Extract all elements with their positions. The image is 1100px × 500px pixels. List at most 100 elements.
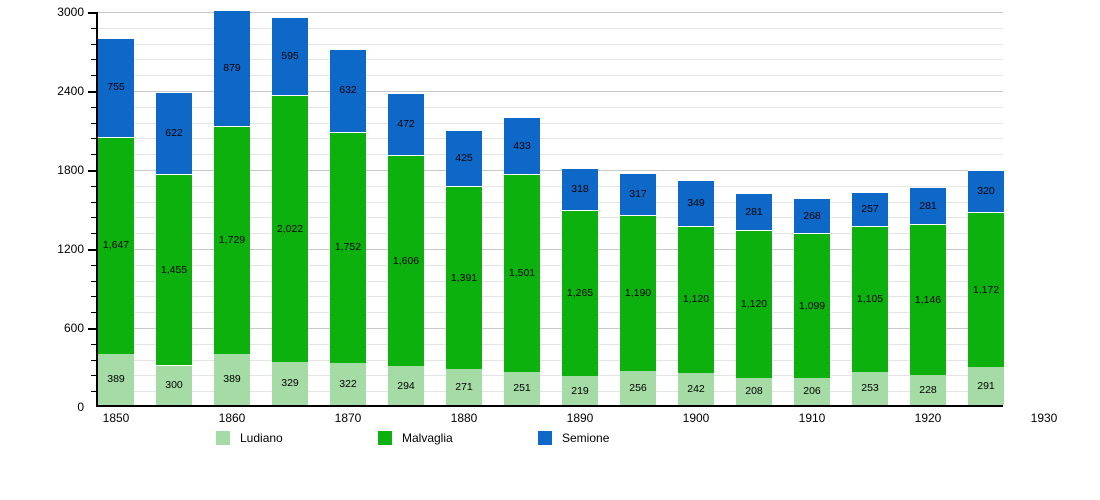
y-axis-tick	[91, 106, 96, 108]
bar-value-label: 1,391	[450, 271, 478, 284]
bar-segment-semione	[214, 10, 250, 127]
bar-segment-malvaglia	[562, 209, 598, 377]
x-axis-label: 1900	[682, 411, 710, 425]
gridline-minor	[98, 75, 1003, 77]
bar-value-label: 1,455	[160, 263, 188, 276]
bar-value-label: 281	[745, 205, 763, 218]
bar-segment-semione	[504, 117, 540, 175]
gridline-minor	[98, 122, 1003, 124]
bar-segment-semione	[678, 179, 714, 226]
bar-segment-ludiano	[910, 374, 946, 405]
gridline-minor	[98, 233, 1003, 235]
legend-item-ludiano: Ludiano	[216, 430, 283, 446]
y-axis-label: 0	[77, 400, 84, 414]
gridline-minor	[98, 59, 1003, 61]
gridline-minor	[98, 296, 1003, 298]
y-axis-tick	[91, 201, 96, 203]
bar-segment-malvaglia	[678, 225, 714, 374]
bar-value-label: 1,146	[914, 293, 942, 306]
bar-value-label: 879	[223, 62, 241, 75]
bar-group-1870: 389 1,729 879 1870	[214, 10, 361, 425]
y-axis-tick	[91, 375, 96, 377]
bar-segment-malvaglia	[794, 233, 830, 378]
bar-segment-malvaglia	[620, 214, 656, 372]
y-axis-label: 3000	[57, 5, 84, 19]
legend-item-semione: Semione	[538, 430, 609, 446]
x-axis-label: 1890	[566, 411, 594, 425]
bar-value-label: 256	[629, 382, 647, 395]
bar-value-label: 1,647	[102, 239, 130, 252]
y-axis-tick	[91, 217, 96, 219]
bar-value-label: 349	[687, 196, 705, 209]
bar-segment-malvaglia	[98, 136, 134, 354]
gridline-major	[98, 91, 1003, 92]
bar-value-label: 329	[281, 377, 299, 390]
bar-segment-ludiano	[388, 366, 424, 405]
bar-group-1880: 329 2,022 595 1880	[272, 10, 477, 425]
legend-item-malvaglia: Malvaglia	[378, 430, 453, 446]
y-axis-tick	[91, 296, 96, 298]
bar-segment-semione	[446, 130, 482, 187]
bar-value-label: 389	[223, 373, 241, 386]
bar-value-label: 291	[977, 379, 995, 392]
legend-swatch-ludiano	[216, 431, 230, 445]
bar-segment-semione	[620, 172, 656, 215]
bar-value-label: 322	[339, 377, 357, 390]
y-axis-label: 1800	[57, 163, 84, 177]
bar-value-label: 317	[629, 187, 647, 200]
gridline-minor	[98, 185, 1003, 187]
y-axis-tick	[88, 328, 96, 330]
bar-segment-ludiano	[620, 371, 656, 405]
y-axis-label: 600	[63, 321, 84, 335]
y-axis-tick	[91, 75, 96, 77]
x-axis-label: 1930	[1030, 411, 1058, 425]
x-axis-label: 1870	[334, 411, 362, 425]
gridline-minor	[98, 264, 1003, 266]
bar-segment-semione	[98, 37, 134, 137]
bar-value-label: 389	[107, 373, 125, 386]
bar-value-label: 268	[803, 209, 821, 222]
bar-value-label: 253	[861, 382, 879, 395]
bar-value-label: 300	[165, 379, 183, 392]
bar-value-label: 257	[861, 203, 879, 216]
y-axis-tick	[91, 343, 96, 345]
bar-group-1930: 219 1,265 318 1930	[562, 10, 1057, 425]
bar-segment-semione	[968, 170, 1004, 213]
gridline-major	[98, 328, 1003, 329]
bar-segment-ludiano	[562, 376, 598, 405]
bar-segment-semione	[794, 197, 830, 234]
bar-value-label: 595	[281, 50, 299, 63]
legend-label: Ludiano	[240, 431, 283, 445]
bar-value-label: 1,501	[508, 267, 536, 280]
bar-value-label: 1,606	[392, 254, 420, 267]
y-axis-tick	[91, 264, 96, 266]
bar-segment-semione	[388, 92, 424, 155]
bar-segment-ludiano	[98, 353, 134, 405]
bar-group-1850: 389 1,647 755 1850	[98, 10, 134, 425]
x-axis-label: 1880	[450, 411, 478, 425]
bar-segment-semione	[910, 187, 946, 225]
bar-value-label: 1,729	[218, 233, 246, 246]
legend: Ludiano Malvaglia Semione	[0, 430, 1100, 448]
y-axis-tick	[88, 12, 96, 14]
bar-segment-malvaglia	[388, 154, 424, 367]
bar-segment-ludiano	[794, 377, 830, 405]
bar-segment-malvaglia	[214, 126, 250, 354]
bar-value-label: 1,752	[334, 241, 362, 254]
y-axis-label: 2400	[57, 84, 84, 98]
bar-value-label: 271	[455, 381, 473, 394]
bar-segment-malvaglia	[852, 226, 888, 372]
y-axis-label: 1200	[57, 242, 84, 256]
y-axis-tick	[88, 170, 96, 172]
y-axis-tick	[91, 27, 96, 29]
y-axis-tick	[91, 122, 96, 124]
legend-swatch-malvaglia	[378, 431, 392, 445]
gridline-minor	[98, 43, 1003, 45]
bar-value-label: 228	[919, 383, 937, 396]
gridline-minor	[98, 280, 1003, 282]
y-axis-tick	[91, 280, 96, 282]
